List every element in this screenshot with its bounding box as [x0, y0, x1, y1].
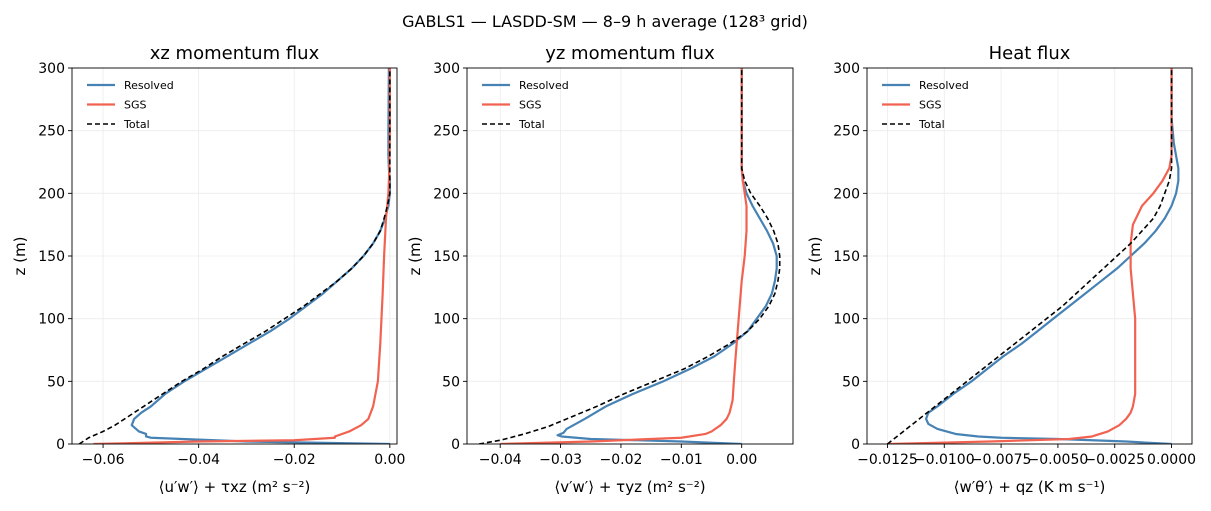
panel-1: −0.06 −0.04 −0.02 0.00 0 50 100 150 200 250 300 xz … [11, 43, 405, 496]
y-tick-label-4: 200 [38, 186, 65, 202]
x-tick-label-0: −0.06 [82, 452, 125, 468]
series-sgs-line [93, 68, 391, 444]
series-total-line [886, 68, 1173, 444]
legend-label-resolved: Resolved [124, 79, 174, 92]
legend-label-sgs: SGS [124, 99, 147, 112]
series-resolved-line [556, 68, 778, 444]
y-tick-label-3: 150 [433, 249, 460, 265]
x-tick-label-2: −0.0075 [971, 452, 1032, 468]
x-tick-label-2: −0.02 [599, 452, 642, 468]
panel-3: −0.0125−0.0100−0.0075−0.0050−0.0025 0.000… [806, 43, 1196, 496]
x-tick-label-2: −0.02 [273, 452, 316, 468]
panel-2: −0.04 −0.03 −0.02 −0.01 0.00 0 50 100 150 200 250 3… [406, 43, 794, 496]
legend-label-total: Total [123, 118, 150, 131]
series-total-line [78, 68, 391, 444]
y-axis-label: z (m) [11, 237, 29, 276]
legend-label-sgs: SGS [919, 99, 942, 112]
legend-label-resolved: Resolved [919, 79, 969, 92]
y-tick-label-6: 300 [38, 61, 65, 77]
y-tick-label-2: 100 [433, 312, 460, 328]
legend: Resolved SGS Total [482, 79, 569, 131]
panel-title: yz momentum flux [545, 43, 715, 64]
series-resolved-line [924, 68, 1180, 444]
y-tick-label-0: 0 [451, 437, 460, 453]
panels: −0.06 −0.04 −0.02 0.00 0 50 100 150 200 250 300 xz … [11, 43, 1196, 496]
y-tick-label-1: 50 [442, 374, 460, 390]
y-tick-label-1: 50 [842, 374, 860, 390]
x-tick-label-0: −0.0125 [857, 452, 918, 468]
y-tick-label-3: 150 [833, 249, 860, 265]
y-tick-label-5: 250 [38, 124, 65, 140]
legend: Resolved SGS Total [87, 79, 174, 131]
x-tick-label-1: −0.0100 [914, 452, 975, 468]
x-axis-label: ⟨v′w′⟩ + τyz (m² s⁻²) [554, 478, 705, 496]
x-tick-label-0: −0.04 [479, 452, 522, 468]
y-tick-label-1: 50 [47, 374, 65, 390]
y-tick-label-4: 200 [833, 186, 860, 202]
panel-title: xz momentum flux [150, 43, 320, 64]
x-tick-label-4: −0.0025 [1084, 452, 1145, 468]
x-tick-label-3: 0.00 [374, 452, 405, 468]
y-axis-label: z (m) [806, 237, 824, 276]
x-tick-label-4: 0.00 [726, 452, 757, 468]
y-tick-label-2: 100 [38, 312, 65, 328]
series-total-line [478, 68, 781, 444]
y-tick-label-5: 250 [433, 124, 460, 140]
legend-label-total: Total [518, 118, 545, 131]
panel-title: Heat flux [989, 43, 1071, 64]
x-axis-label: ⟨w′θ′⟩ + qz (K m s⁻¹) [954, 478, 1106, 496]
series-sgs-line [500, 68, 748, 444]
y-tick-label-3: 150 [38, 249, 65, 265]
x-tick-label-5: 0.0000 [1147, 452, 1196, 468]
y-tick-label-0: 0 [851, 437, 860, 453]
legend: Resolved SGS Total [882, 79, 969, 131]
x-tick-label-3: −0.01 [660, 452, 703, 468]
y-tick-label-0: 0 [56, 437, 65, 453]
x-tick-label-1: −0.04 [177, 452, 220, 468]
legend-label-sgs: SGS [519, 99, 542, 112]
y-tick-label-6: 300 [433, 61, 460, 77]
series-sgs-line [887, 68, 1173, 444]
x-tick-label-3: −0.0050 [1028, 452, 1089, 468]
y-tick-label-4: 200 [433, 186, 460, 202]
x-axis-label: ⟨u′w′⟩ + τxz (m² s⁻²) [159, 478, 311, 496]
y-tick-label-6: 300 [833, 61, 860, 77]
legend-label-total: Total [918, 118, 945, 131]
x-tick-label-1: −0.03 [539, 452, 582, 468]
y-tick-label-2: 100 [833, 312, 860, 328]
figure-suptitle: GABLS1 — LASDD-SM — 8–9 h average (128³ … [402, 12, 808, 31]
y-tick-label-5: 250 [833, 124, 860, 140]
y-axis-label: z (m) [406, 237, 424, 276]
legend-label-resolved: Resolved [519, 79, 569, 92]
